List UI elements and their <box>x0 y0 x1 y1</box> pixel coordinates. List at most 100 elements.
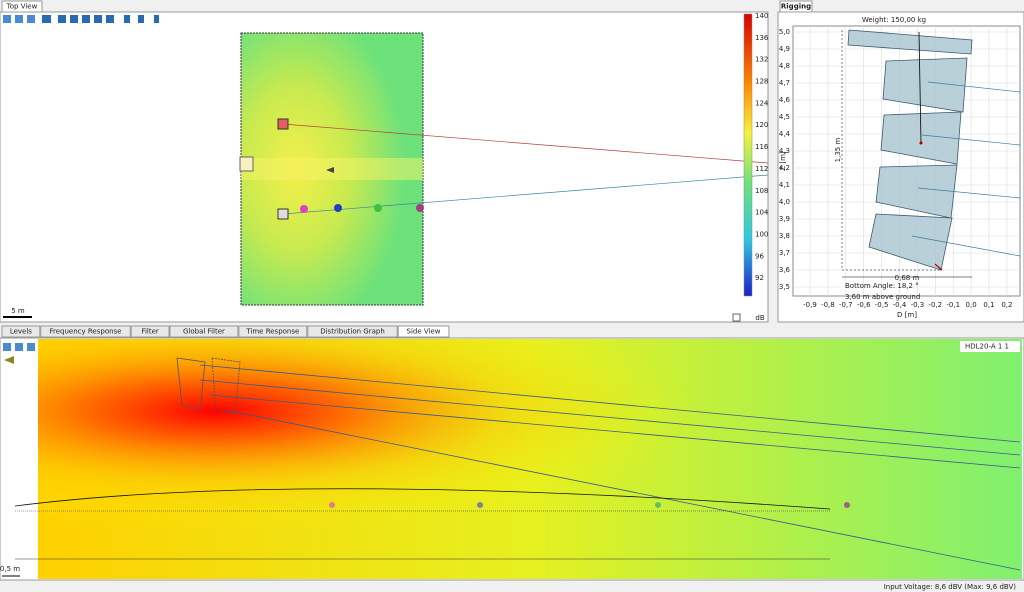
status-bar <box>0 582 1024 592</box>
tab[interactable] <box>397 325 450 338</box>
beam-line <box>927 81 1021 93</box>
height-label: 1,35 m <box>834 138 842 163</box>
ray <box>199 364 1021 443</box>
array-outline <box>176 357 206 411</box>
d-tick-label: -0,5 <box>875 301 889 309</box>
mic-icon[interactable] <box>374 204 382 212</box>
beam-line <box>921 134 1021 146</box>
angle-label: Bottom Angle: 18,2 ° <box>845 282 919 290</box>
z-tick-label: 4,3 <box>779 147 790 155</box>
d-tick-label: -0,9 <box>803 301 817 309</box>
tool-icon[interactable] <box>124 15 130 23</box>
back-arrow[interactable] <box>4 356 14 364</box>
tab[interactable] <box>1 325 41 338</box>
colorbar-tick-label: 120 <box>755 121 768 129</box>
tool-icon[interactable] <box>15 15 23 23</box>
d-tick-label: -0,6 <box>857 301 871 309</box>
stage-icon[interactable] <box>239 156 254 172</box>
speaker-icon[interactable] <box>277 208 289 220</box>
tool-icon[interactable] <box>15 343 23 351</box>
tab-label[interactable]: Frequency Response <box>49 328 121 336</box>
tab-label[interactable]: Time Response <box>245 328 299 336</box>
mic-icon[interactable] <box>477 502 483 508</box>
mic-icon[interactable] <box>655 502 661 508</box>
tab-label[interactable]: Top View <box>6 3 38 11</box>
mic-icon[interactable] <box>844 502 850 508</box>
colorbar-tick-label: 116 <box>755 143 769 151</box>
corner-button[interactable] <box>732 313 741 322</box>
colorbar-tick-label: 104 <box>755 209 769 217</box>
audience-curve <box>14 488 831 510</box>
colorbar-tick-label: 108 <box>755 187 768 195</box>
colorbar-tick-label: 112 <box>755 165 768 173</box>
tool-icon[interactable] <box>42 15 51 23</box>
tool-icon[interactable] <box>154 15 159 23</box>
tool-icon[interactable] <box>3 15 11 23</box>
array-line <box>282 174 769 215</box>
tool-icon[interactable] <box>58 15 66 23</box>
speaker-icon[interactable] <box>277 118 289 130</box>
tab[interactable] <box>238 325 308 338</box>
d-tick-label: -0,8 <box>821 301 835 309</box>
z-tick-label: 4,9 <box>779 45 790 53</box>
colorbar-tick-label: 136 <box>755 34 769 42</box>
side-hotspot <box>38 339 1022 579</box>
axis-label: Z [m] <box>779 151 787 171</box>
d-tick-label: 0,1 <box>983 301 994 309</box>
z-tick-label: 4,0 <box>779 198 790 206</box>
cabinet <box>868 213 953 271</box>
beam-line <box>917 187 1021 199</box>
tab-label[interactable]: Distribution Graph <box>320 328 385 336</box>
colorbar-tick-label: 96 <box>755 252 764 260</box>
tool-icon[interactable] <box>27 15 35 23</box>
mic-icon[interactable] <box>329 502 335 508</box>
z-tick-label: 3,6 <box>779 266 791 274</box>
tab[interactable] <box>169 325 239 338</box>
weight-label: Weight: 150,00 kg <box>862 16 926 24</box>
mic-icon[interactable] <box>300 205 308 213</box>
beam-line <box>911 235 1021 257</box>
tab-label[interactable]: Filter <box>141 328 158 336</box>
z-tick-label: 3,7 <box>779 249 790 257</box>
axis-label: D [m] <box>897 311 917 319</box>
z-tick-label: 4,8 <box>779 62 790 70</box>
tab-label[interactable]: Rigging <box>781 3 811 11</box>
colorbar-tick-label: 132 <box>755 56 768 64</box>
tool-icon[interactable] <box>106 15 114 23</box>
d-tick-label: -0,3 <box>911 301 925 309</box>
direction-arrow <box>326 167 334 173</box>
mic-icon[interactable] <box>334 204 342 212</box>
colorbar <box>743 13 753 297</box>
tab-label[interactable]: Levels <box>10 328 32 336</box>
device-badge <box>960 341 1020 352</box>
status-text: Input Voltage: 8,6 dBV (Max: 9,6 dBV) <box>884 583 1017 591</box>
tab[interactable] <box>40 325 131 338</box>
z-tick-label: 3,9 <box>779 215 790 223</box>
cabinet <box>847 29 973 55</box>
scale-label: 5 m <box>11 307 25 315</box>
angle-mark <box>934 263 943 271</box>
scale-label: 0,5 m <box>0 565 20 573</box>
colorbar-tick-label: 92 <box>755 274 764 282</box>
z-tick-label: 3,8 <box>779 232 790 240</box>
hang-line <box>918 31 922 144</box>
tool-icon[interactable] <box>27 343 35 351</box>
z-tick-label: 4,1 <box>779 181 790 189</box>
cabinet <box>882 57 968 113</box>
d-tick-label: 0,0 <box>966 301 977 309</box>
tool-icon[interactable] <box>82 15 90 23</box>
tab-label[interactable]: Global Filter <box>183 328 225 336</box>
center-of-gravity <box>919 141 923 145</box>
tab[interactable] <box>307 325 398 338</box>
tool-icon[interactable] <box>138 15 144 23</box>
tool-icon[interactable] <box>94 15 102 23</box>
z-tick-label: 4,2 <box>779 164 790 172</box>
ray <box>199 379 1021 456</box>
tab-label[interactable]: Side View <box>407 328 441 336</box>
tab[interactable] <box>130 325 170 338</box>
tool-icon[interactable] <box>3 343 11 351</box>
tool-icon[interactable] <box>70 15 78 23</box>
mic-icon[interactable] <box>416 204 424 212</box>
colorbar-tick-label: 100 <box>755 230 768 238</box>
